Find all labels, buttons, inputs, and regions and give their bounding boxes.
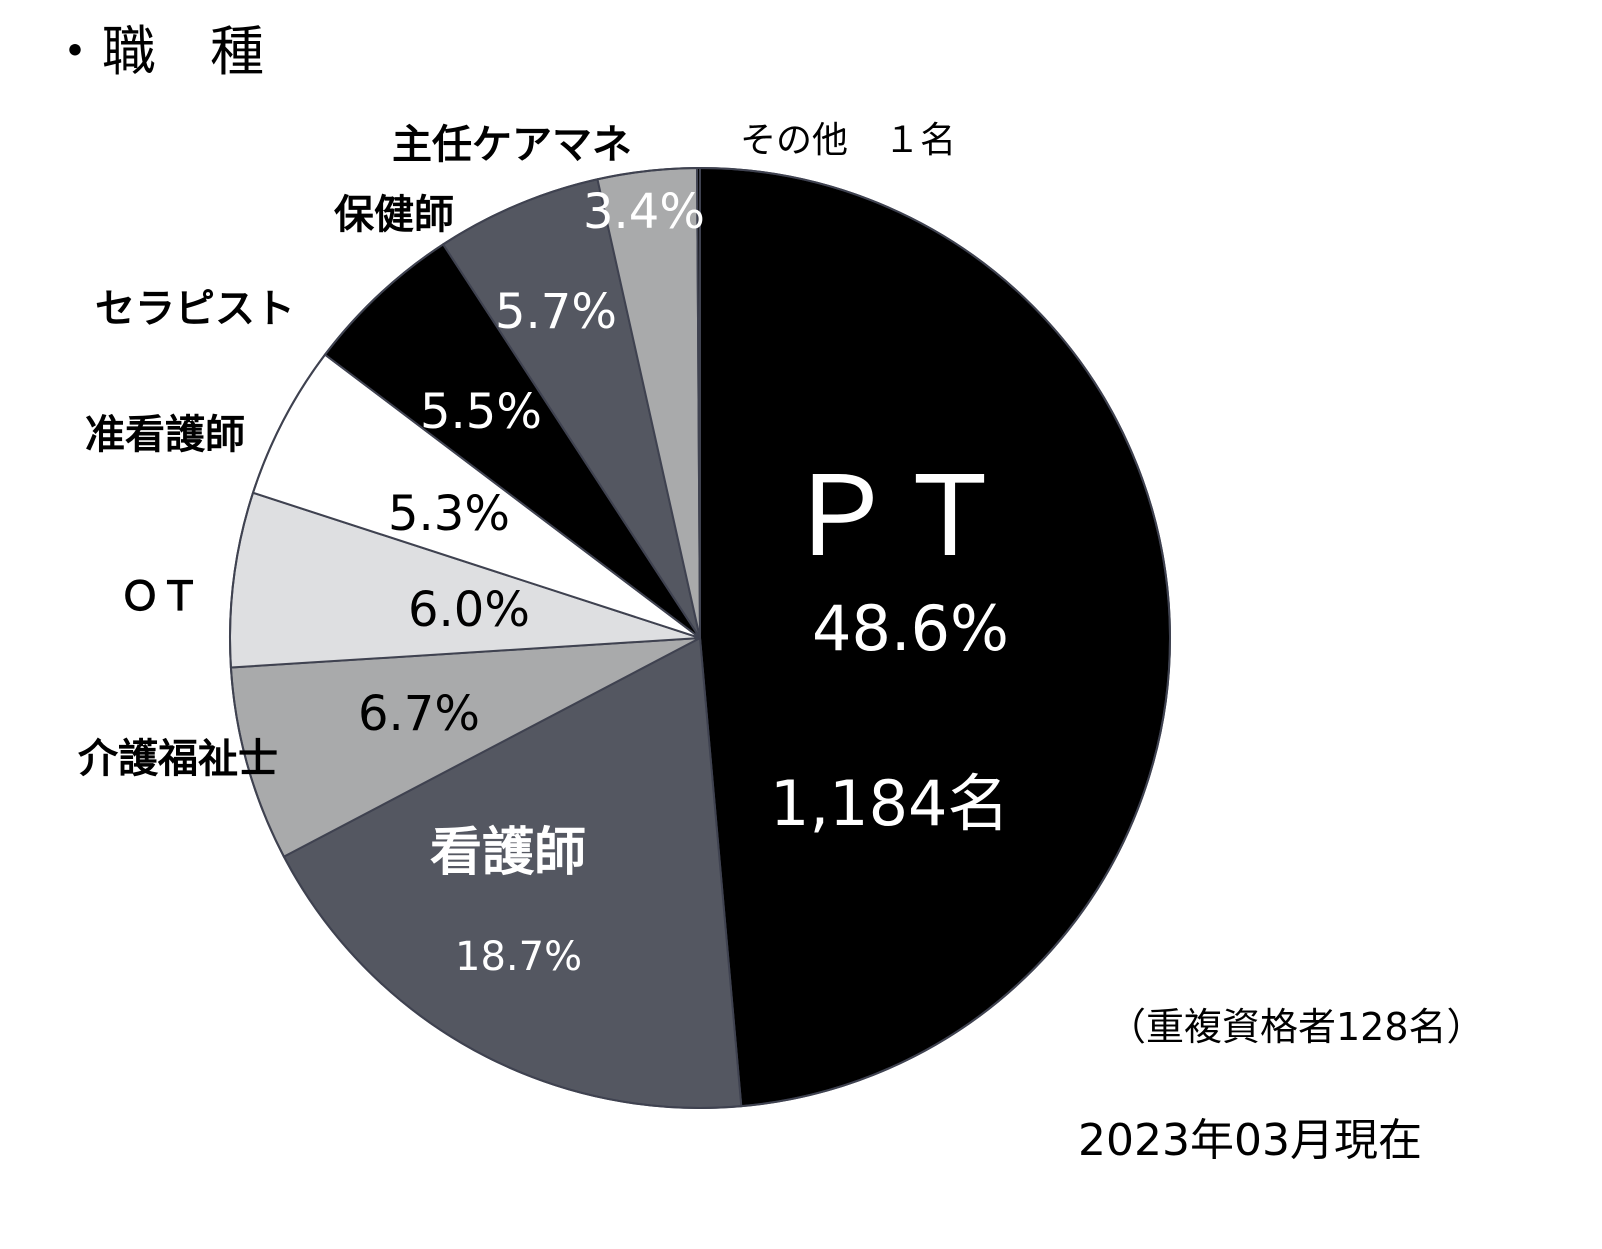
label-chief-care-manager: 主任ケアマネ [392,122,632,168]
pct-care-worker: 6.7% [358,686,480,742]
label-pt: ＰＴ [785,453,1005,581]
pct-chief-care-manager: 3.4% [583,184,705,240]
label-assistant-nurse: 准看護師 [85,412,245,458]
pct-pt: 48.6% [812,592,1009,665]
label-public-health-nurse: 保健師 [334,192,454,238]
pct-therapist: 5.5% [420,384,542,440]
label-ot: ＯＴ [120,574,200,620]
pct-assistant-nurse: 5.3% [388,486,510,542]
chart-heading: ・職 種 [48,20,264,83]
count-pt: 1,184名 [770,767,1010,840]
pct-ot: 6.0% [408,582,530,638]
label-care-worker: 介護福祉士 [78,736,278,782]
label-other: その他 １名 [740,120,956,161]
label-therapist: セラピスト [95,286,295,332]
pct-public-health-nurse: 5.7% [495,284,617,340]
pie-slices [229,166,1171,1109]
label-nurse: 看護師 [430,823,586,883]
footnote: （重複資格者128名） [1108,1005,1485,1049]
pct-nurse: 18.7% [455,934,582,980]
as-of-date: 2023年03月現在 [1078,1115,1422,1166]
pie-outline [229,167,1171,1109]
